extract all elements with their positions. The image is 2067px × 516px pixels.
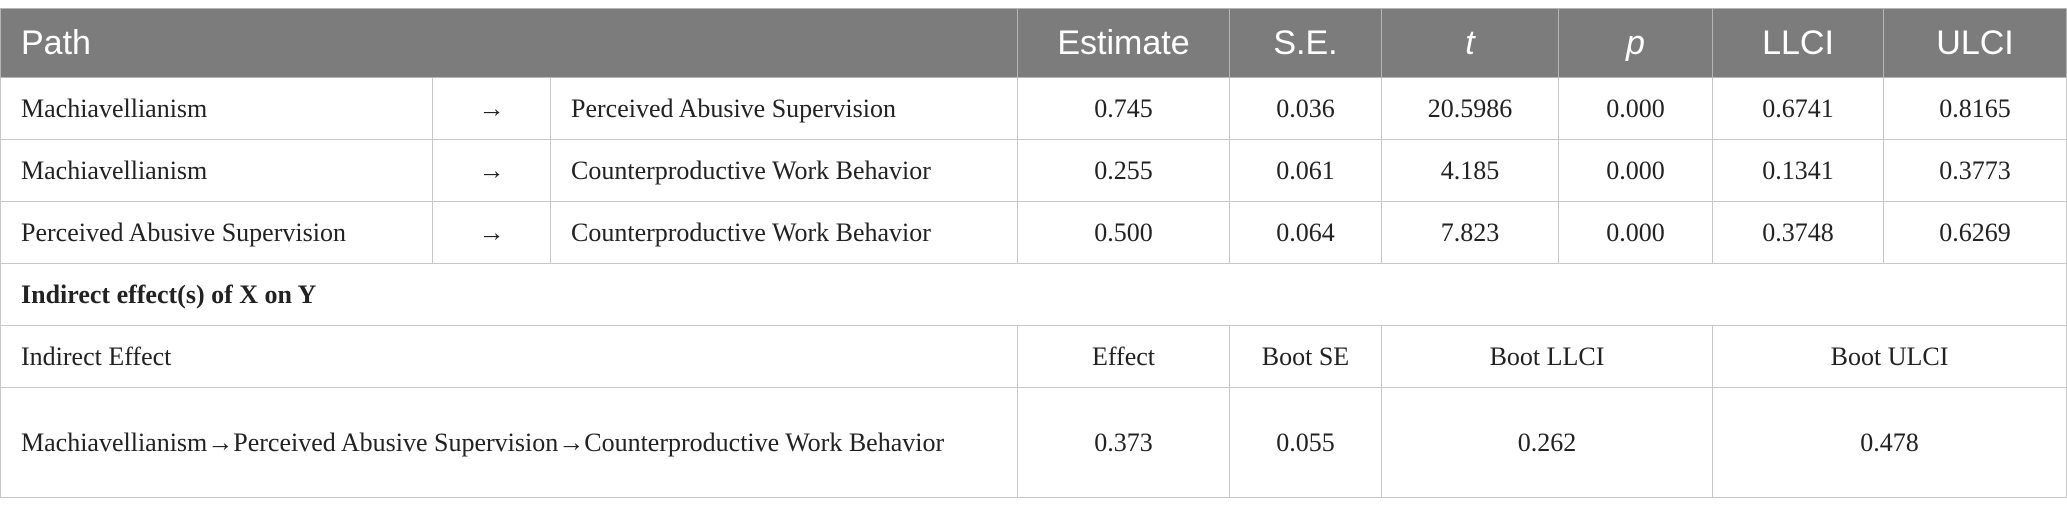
- boot-llci-cell: 0.262: [1381, 387, 1713, 498]
- table-wrapper: Path Estimate S.E. t p LLCI ULCI Machiav…: [0, 8, 2067, 498]
- arrow-icon: →: [432, 139, 551, 202]
- t-cell: 7.823: [1381, 201, 1559, 264]
- estimate-cell: 0.255: [1017, 139, 1230, 202]
- table-row: Perceived Abusive Supervision → Counterp…: [0, 201, 2067, 264]
- se-cell: 0.061: [1229, 139, 1382, 202]
- se-cell: 0.064: [1229, 201, 1382, 264]
- path-to: Perceived Abusive Supervision: [550, 77, 1018, 140]
- section-header-row: Indirect effect(s) of X on Y: [0, 263, 2067, 326]
- llci-cell: 0.3748: [1712, 201, 1884, 264]
- header-llci: LLCI: [1712, 8, 1884, 78]
- p-cell: 0.000: [1558, 201, 1713, 264]
- indirect-path-cell: Machiavellianism→Perceived Abusive Super…: [0, 387, 1018, 498]
- boot-se-cell: 0.055: [1229, 387, 1382, 498]
- boot-se-header: Boot SE: [1229, 325, 1382, 388]
- header-se: S.E.: [1229, 8, 1382, 78]
- table-row: Machiavellianism → Perceived Abusive Sup…: [0, 77, 2067, 140]
- boot-llci-header: Boot LLCI: [1381, 325, 1713, 388]
- header-path: Path: [0, 8, 1018, 78]
- p-cell: 0.000: [1558, 77, 1713, 140]
- ulci-cell: 0.6269: [1883, 201, 2067, 264]
- t-cell: 20.5986: [1381, 77, 1559, 140]
- indirect-effect-header: Indirect Effect: [0, 325, 1018, 388]
- ulci-cell: 0.8165: [1883, 77, 2067, 140]
- estimate-cell: 0.745: [1017, 77, 1230, 140]
- table-row: Machiavellianism → Counterproductive Wor…: [0, 139, 2067, 202]
- header-estimate: Estimate: [1017, 8, 1230, 78]
- indirect-header-row: Indirect Effect Effect Boot SE Boot LLCI…: [0, 325, 2067, 388]
- effect-header: Effect: [1017, 325, 1230, 388]
- se-cell: 0.036: [1229, 77, 1382, 140]
- llci-cell: 0.1341: [1712, 139, 1884, 202]
- header-p: p: [1558, 8, 1713, 78]
- path-from: Machiavellianism: [0, 77, 433, 140]
- path-from: Machiavellianism: [0, 139, 433, 202]
- estimate-cell: 0.500: [1017, 201, 1230, 264]
- arrow-icon: →: [432, 77, 551, 140]
- boot-ulci-header: Boot ULCI: [1712, 325, 2067, 388]
- llci-cell: 0.6741: [1712, 77, 1884, 140]
- indirect-data-row: Machiavellianism→Perceived Abusive Super…: [0, 387, 2067, 498]
- header-ulci: ULCI: [1883, 8, 2067, 78]
- path-to: Counterproductive Work Behavior: [550, 201, 1018, 264]
- header-row: Path Estimate S.E. t p LLCI ULCI: [0, 8, 2067, 78]
- path-to: Counterproductive Work Behavior: [550, 139, 1018, 202]
- indirect-section-title: Indirect effect(s) of X on Y: [0, 263, 2067, 326]
- boot-ulci-cell: 0.478: [1712, 387, 2067, 498]
- ulci-cell: 0.3773: [1883, 139, 2067, 202]
- arrow-icon: →: [432, 201, 551, 264]
- header-t: t: [1381, 8, 1559, 78]
- t-cell: 4.185: [1381, 139, 1559, 202]
- mediation-results-table: Path Estimate S.E. t p LLCI ULCI Machiav…: [0, 8, 2067, 498]
- effect-cell: 0.373: [1017, 387, 1230, 498]
- path-from: Perceived Abusive Supervision: [0, 201, 433, 264]
- p-cell: 0.000: [1558, 139, 1713, 202]
